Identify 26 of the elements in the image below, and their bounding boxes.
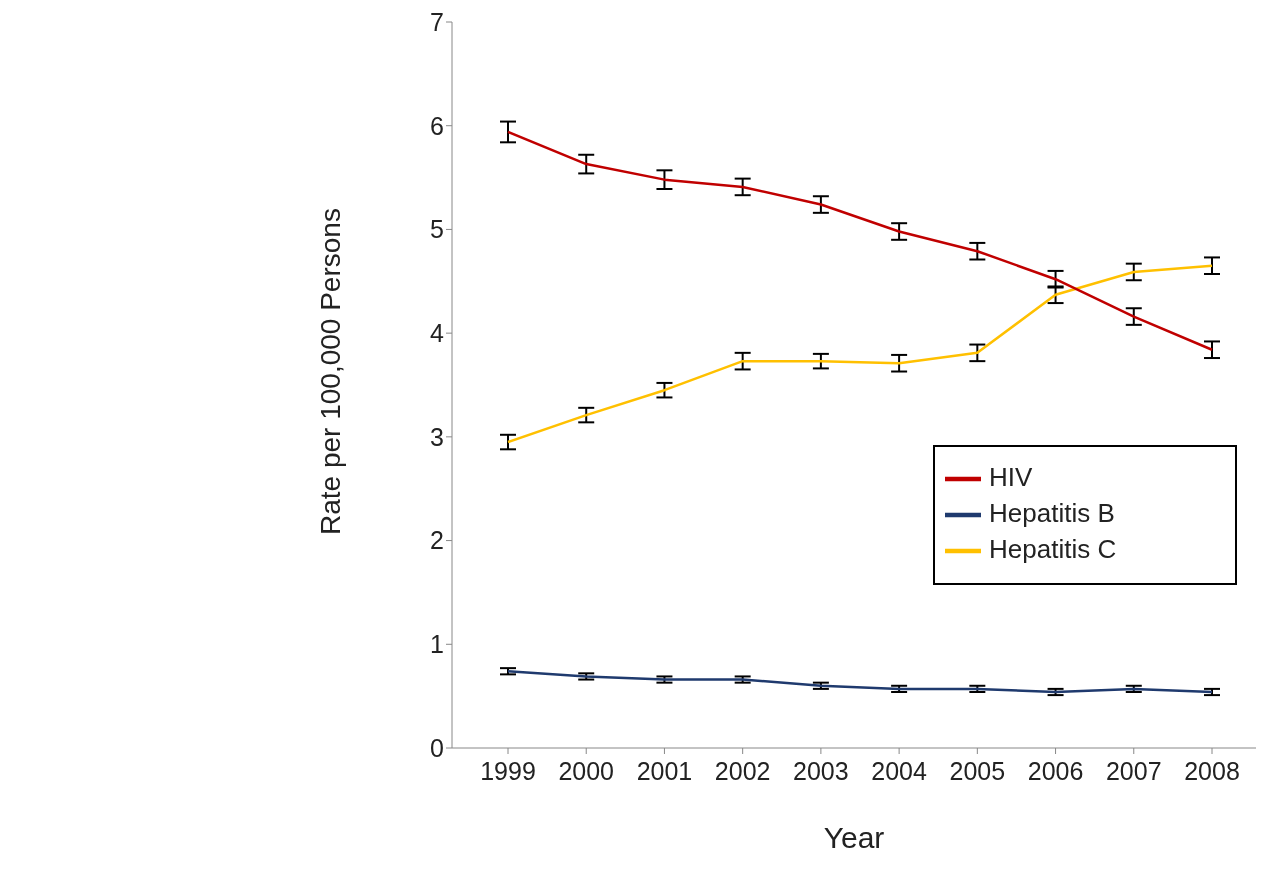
x-tick-label: 1999: [480, 756, 536, 785]
x-tick-label: 2002: [714, 756, 771, 785]
y-tick-label: 7: [430, 7, 444, 36]
y-tick-label: 5: [430, 215, 444, 244]
y-tick-label: 0: [430, 733, 444, 762]
y-tick-label: 4: [430, 319, 445, 348]
x-tick-label: 2005: [949, 756, 1006, 785]
legend-label: Hepatitis B: [989, 497, 1115, 528]
y-axis-title: Rate per 100,000 Persons: [314, 208, 346, 535]
x-tick-label: 2006: [1027, 756, 1084, 785]
x-tick-label: 2000: [558, 756, 615, 785]
legend-label: Hepatitis C: [989, 533, 1117, 564]
y-tick-label: 6: [430, 111, 444, 140]
x-tick-label: 2001: [636, 756, 693, 785]
line-series: [506, 130, 1214, 351]
x-tick-label: 2004: [871, 756, 928, 785]
x-tick-label: 2007: [1105, 756, 1162, 785]
x-tick-label: 2003: [793, 756, 849, 785]
x-axis-title: Year: [823, 821, 885, 854]
y-tick-label: 2: [430, 526, 444, 555]
x-tick-label: 2008: [1184, 756, 1240, 785]
y-tick-label: 1: [430, 630, 444, 659]
line-series: [506, 264, 1214, 444]
legend-label: HIV: [989, 461, 1033, 492]
line-series: [506, 670, 1214, 694]
y-tick-label: 3: [430, 422, 444, 451]
